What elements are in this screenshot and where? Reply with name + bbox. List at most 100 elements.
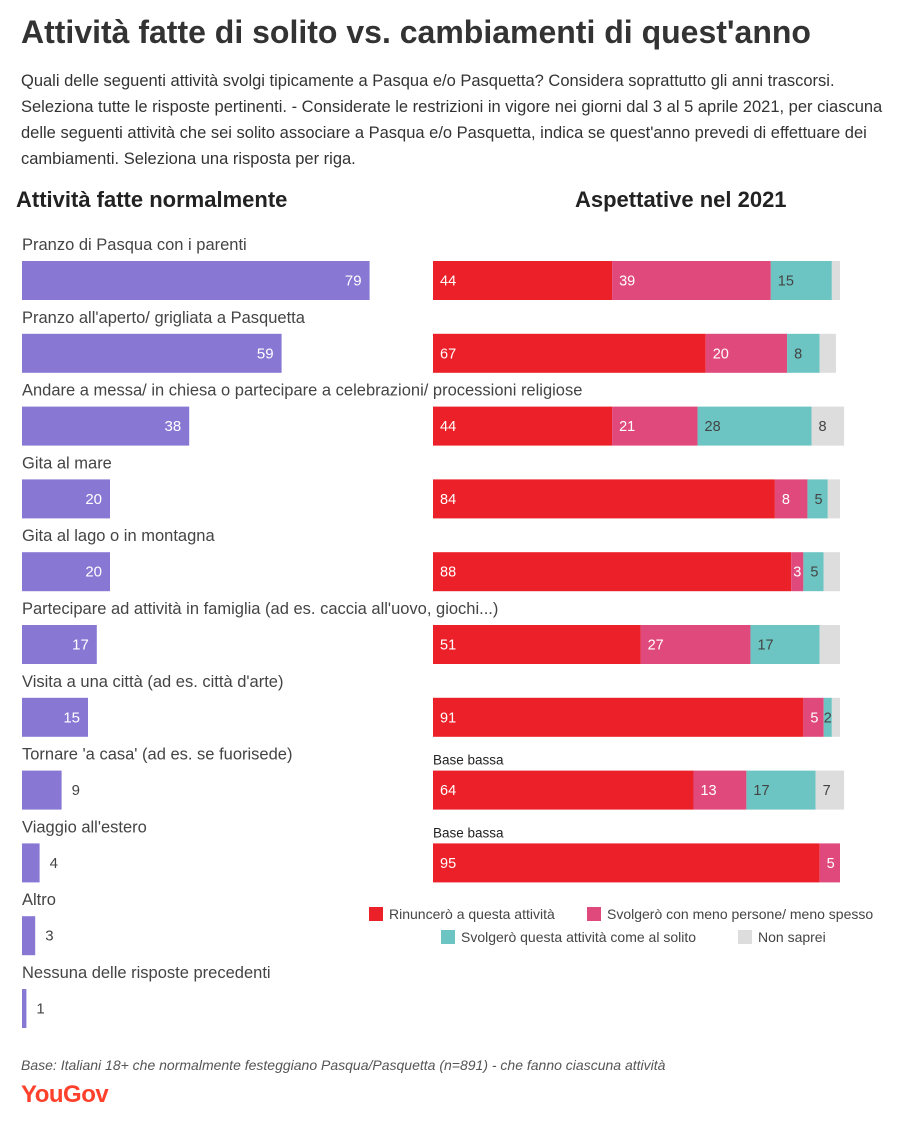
yougov-logo: YouGov xyxy=(21,1081,109,1108)
normal-bar-value: 1 xyxy=(36,1001,44,1018)
segment-label-solito: 5 xyxy=(810,565,818,581)
normal-bar xyxy=(22,625,97,664)
segment-non-saprei xyxy=(819,333,836,373)
legend-label-rinuncero: Rinuncerò a questa attività xyxy=(389,906,555,922)
segment-solito xyxy=(803,552,824,592)
segment-non-saprei xyxy=(823,552,840,592)
segment-label-solito: 5 xyxy=(814,492,822,508)
normal-bar xyxy=(22,989,27,1028)
category-label: Gita al lago o in montagna xyxy=(22,527,215,545)
normal-bar-value: 38 xyxy=(165,418,182,435)
normal-bar xyxy=(22,916,36,956)
segment-label-non-saprei: 7 xyxy=(823,783,831,799)
legend-item-rinuncero: Rinuncerò a questa attività xyxy=(369,906,555,922)
segment-label-solito: 15 xyxy=(778,274,794,290)
normal-bar xyxy=(22,479,110,519)
segment-solito xyxy=(823,697,832,737)
normal-bar xyxy=(22,261,370,300)
normal-bar-value: 20 xyxy=(85,491,102,508)
segment-meno xyxy=(803,697,824,737)
segment-label-meno: 5 xyxy=(827,856,835,872)
normal-bar xyxy=(22,697,88,737)
segment-label-rinuncero: 44 xyxy=(440,274,456,290)
segment-label-meno: 5 xyxy=(810,710,818,726)
segment-meno xyxy=(693,770,747,810)
normal-bar xyxy=(22,770,62,810)
segment-rinuncero xyxy=(433,843,820,883)
segment-rinuncero xyxy=(433,333,706,373)
category-label: Visita a una città (ad es. città d'arte) xyxy=(22,673,283,691)
chart-subtitle: Quali delle seguenti attività svolgi tip… xyxy=(21,72,883,168)
normal-bar xyxy=(22,333,282,373)
right-heading: Aspettative nel 2021 xyxy=(575,187,787,212)
segment-meno xyxy=(705,333,788,373)
legend-item-solito: Svolgerò questa attività come al solito xyxy=(441,929,696,945)
legend-swatch-meno xyxy=(587,907,601,921)
segment-label-solito: 17 xyxy=(757,638,773,654)
segment-non-saprei xyxy=(819,625,840,664)
base-bassa-note: Base bassa xyxy=(433,825,504,840)
segment-meno xyxy=(612,261,771,300)
legend-label-non-saprei: Non saprei xyxy=(758,929,826,945)
segment-label-meno: 39 xyxy=(619,274,635,290)
legend-label-solito: Svolgerò questa attività come al solito xyxy=(461,929,697,945)
chart-title: Attività fatte di solito vs. cambiamenti… xyxy=(21,14,811,50)
segment-label-meno: 3 xyxy=(793,565,801,581)
segment-solito xyxy=(697,406,812,446)
segment-label-rinuncero: 67 xyxy=(440,346,456,362)
legend-label-meno: Svolgerò con meno persone/ meno spesso xyxy=(607,906,874,922)
category-label: Pranzo all'aperto/ grigliata a Pasquetta xyxy=(22,309,306,327)
segment-meno xyxy=(612,406,698,446)
left-heading: Attività fatte normalmente xyxy=(16,187,288,212)
segment-label-solito: 2 xyxy=(824,710,832,726)
segment-non-saprei xyxy=(831,261,840,300)
category-label: Gita al mare xyxy=(22,454,112,472)
segment-label-solito: 28 xyxy=(705,419,721,435)
segment-label-solito: 17 xyxy=(753,783,769,799)
normal-bar-value: 17 xyxy=(72,637,89,654)
segment-non-saprei xyxy=(811,406,845,446)
segment-label-rinuncero: 44 xyxy=(440,419,456,435)
category-label: Altro xyxy=(22,891,56,909)
segment-meno xyxy=(791,552,804,592)
category-label: Nessuna delle risposte precedenti xyxy=(22,964,271,982)
segment-non-saprei xyxy=(831,697,840,737)
segment-label-rinuncero: 91 xyxy=(440,710,456,726)
segment-rinuncero xyxy=(433,479,775,519)
segment-meno xyxy=(774,479,808,519)
segment-solito xyxy=(807,479,828,519)
normal-bar-value: 3 xyxy=(45,928,53,945)
segment-non-saprei xyxy=(827,479,840,519)
category-label: Viaggio all'estero xyxy=(22,818,147,836)
legend-swatch-non-saprei xyxy=(738,930,752,944)
normal-bar xyxy=(22,552,110,592)
segment-solito xyxy=(750,625,820,664)
left-bar-chart: Pranzo di Pasqua con i parenti 79 Pranzo a… xyxy=(22,236,582,1028)
segment-rinuncero xyxy=(433,261,613,300)
segment-solito xyxy=(746,770,816,810)
segment-label-meno: 8 xyxy=(782,492,790,508)
segment-solito xyxy=(787,333,820,373)
normal-bar-value: 79 xyxy=(345,273,362,290)
normal-bar-value: 9 xyxy=(72,782,80,799)
normal-bar-value: 20 xyxy=(85,564,102,581)
segment-label-rinuncero: 84 xyxy=(440,492,456,508)
normal-bar-value: 15 xyxy=(63,709,80,726)
segment-meno xyxy=(640,625,751,664)
segment-label-rinuncero: 88 xyxy=(440,565,456,581)
segment-label-meno: 13 xyxy=(700,783,716,799)
segment-rinuncero xyxy=(433,770,694,810)
segment-rinuncero xyxy=(433,406,613,446)
segment-solito xyxy=(770,261,832,300)
legend-swatch-solito xyxy=(441,930,455,944)
segment-rinuncero xyxy=(433,552,792,592)
legend-item-non-saprei: Non saprei xyxy=(738,929,826,945)
base-bassa-note: Base bassa xyxy=(433,753,504,768)
segment-label-rinuncero: 64 xyxy=(440,783,456,799)
segment-meno xyxy=(819,843,840,883)
normal-bar xyxy=(22,406,190,446)
segment-label-rinuncero: 95 xyxy=(440,856,456,872)
normal-bar-value: 59 xyxy=(257,345,274,362)
